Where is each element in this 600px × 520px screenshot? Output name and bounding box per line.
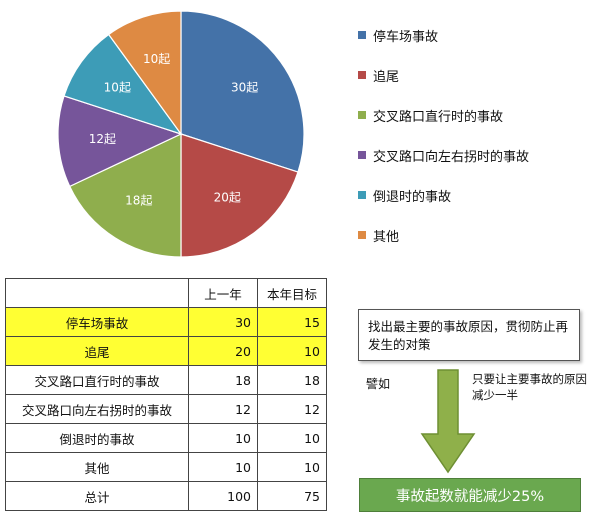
table-row: 其他 10 10 [5,452,327,482]
row-prev: 12 [188,394,258,424]
row-goal: 12 [257,394,327,424]
table-row: 交叉路口直行时的事故 18 18 [5,365,327,395]
legend-item-parking: 停车场事故 [358,25,438,45]
pie-slice [180,10,305,173]
row-prev: 10 [188,423,258,453]
table-row: 停车场事故 30 15 [5,307,327,337]
row-goal: 10 [257,336,327,366]
row-goal: 75 [257,481,327,511]
down-arrow-icon [420,369,476,474]
slice-data-label: 30起 [231,81,258,95]
accident-table: 上一年 本年目标 停车场事故 30 15 追尾 20 10 交叉路口直行时的事故… [5,278,327,511]
legend-swatch [358,31,366,39]
legend-label: 倒退时的事故 [373,189,452,205]
row-name: 倒退时的事故 [5,423,189,453]
slice-data-label: 10起 [143,52,170,66]
row-goal: 10 [257,423,327,453]
table-header-row: 上一年 本年目标 [5,278,327,308]
row-goal: 15 [257,307,327,337]
legend-item-other: 其他 [358,225,399,245]
row-prev: 20 [188,336,258,366]
legend-label: 交叉路口直行时的事故 [373,109,504,125]
row-goal: 10 [257,452,327,482]
legend-swatch [358,151,366,159]
legend-label: 追尾 [373,69,400,85]
slice-data-label: 10起 [104,81,131,95]
note-box: 找出最主要的事故原因，贯彻防止再发生的对策 [358,309,580,361]
pie-slice [180,133,299,258]
row-name: 交叉路口直行时的事故 [5,365,189,395]
arrow-right-label: 只要让主要事故的原因减少一半 [472,372,587,402]
pie-slice [107,10,182,136]
legend-item-reversing: 倒退时的事故 [358,185,451,205]
row-name: 追尾 [5,336,189,366]
legend-swatch [358,71,366,79]
legend-swatch [358,111,366,119]
pie-chart: 30起 20起 18起 12起 10起 10起 [57,10,305,258]
table-row: 交叉路口向左右拐时的事故 12 12 [5,394,327,424]
table-header-name [5,278,189,308]
table-row: 倒退时的事故 10 10 [5,423,327,453]
row-name: 总计 [5,481,189,511]
pie-slice [57,95,183,188]
pie-slice [68,133,182,258]
row-prev: 30 [188,307,258,337]
legend-swatch [358,231,366,239]
legend-label: 停车场事故 [373,29,439,45]
legend-item-intersection-straight: 交叉路口直行时的事故 [358,105,503,125]
slice-data-label: 18起 [125,193,152,207]
result-box: 事故起数就能减少25% [359,478,581,512]
row-prev: 100 [188,481,258,511]
row-prev: 18 [188,365,258,395]
pie-slice [63,33,183,136]
row-name: 其他 [5,452,189,482]
row-name: 停车场事故 [5,307,189,337]
legend-label: 其他 [373,229,400,245]
row-name: 交叉路口向左右拐时的事故 [5,394,189,424]
table-row: 追尾 20 10 [5,336,327,366]
table-total-row: 总计 100 75 [5,481,327,511]
arrow-left-label: 譬如 [366,377,391,391]
row-prev: 10 [188,452,258,482]
table-header-goal: 本年目标 [257,278,327,308]
row-goal: 18 [257,365,327,395]
legend-item-rear-end: 追尾 [358,65,399,85]
legend-item-intersection-turn: 交叉路口向左右拐时的事故 [358,145,529,165]
slice-data-label: 20起 [214,191,241,205]
legend-swatch [358,191,366,199]
table-header-prev: 上一年 [188,278,258,308]
slice-data-label: 12起 [89,132,116,146]
legend-label: 交叉路口向左右拐时的事故 [373,149,530,165]
